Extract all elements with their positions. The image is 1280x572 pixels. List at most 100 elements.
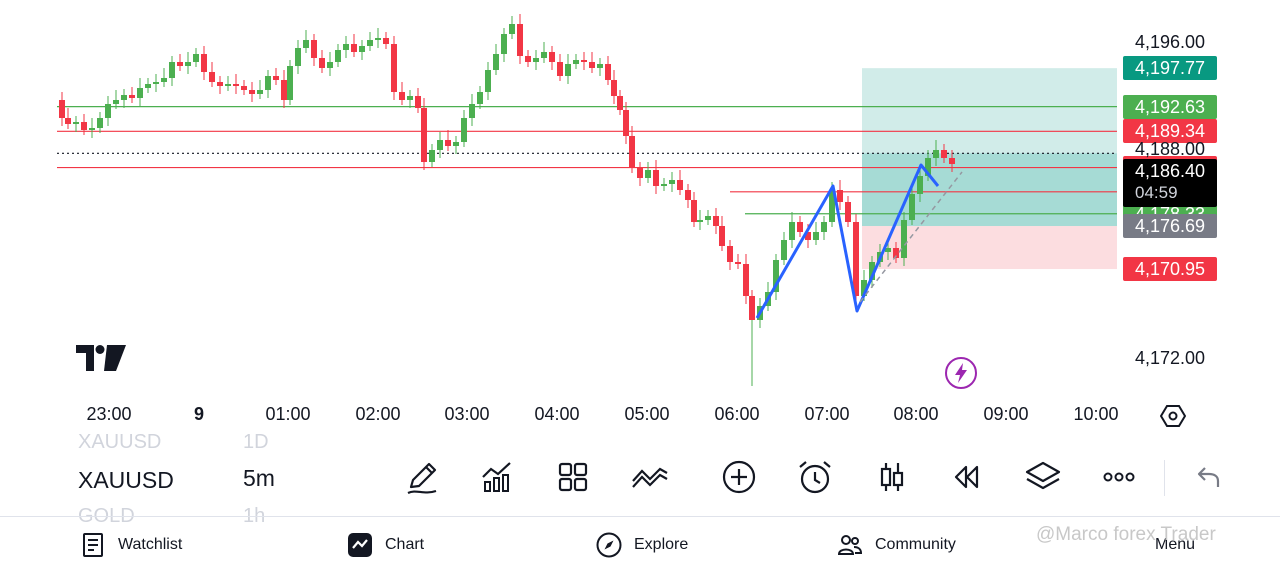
candle-down xyxy=(549,52,555,62)
price-tag-green-line: 4,192.63 xyxy=(1123,94,1217,119)
price-tag-take-profit-level: 4,197.77 xyxy=(1123,56,1217,81)
time-axis-label: 23:00 xyxy=(86,404,132,424)
add-icon[interactable] xyxy=(719,457,759,497)
replay-icon[interactable] xyxy=(946,457,986,497)
candle-down xyxy=(893,248,899,258)
candle-down xyxy=(743,264,749,296)
candle-down xyxy=(241,86,247,90)
lightning-alert-icon[interactable] xyxy=(944,356,978,390)
candle-up xyxy=(533,58,539,62)
candle-down xyxy=(949,158,955,164)
candle-up xyxy=(145,84,151,88)
candle-up xyxy=(375,38,381,40)
candle-down xyxy=(209,72,215,82)
candle-up xyxy=(343,44,349,50)
candle-down xyxy=(273,76,279,80)
candle-down xyxy=(581,60,587,62)
symbol-selector[interactable]: XAUUSD xyxy=(78,467,174,493)
candle-down xyxy=(653,170,659,186)
nav-community-label: Community xyxy=(875,536,956,553)
candle-down xyxy=(351,44,357,52)
candle-down xyxy=(589,62,595,68)
candle-up xyxy=(573,60,579,64)
candle-down xyxy=(941,150,947,158)
candle-up xyxy=(869,262,875,280)
time-axis-label: 02:00 xyxy=(355,404,401,424)
nav-chart[interactable]: Chart xyxy=(347,517,424,572)
drawing-tools-icon[interactable] xyxy=(402,457,442,497)
candle-up xyxy=(773,260,779,292)
candle-down xyxy=(391,44,397,92)
alert-clock-icon[interactable] xyxy=(795,457,835,497)
indicators-icon[interactable] xyxy=(478,457,518,497)
time-axis-label: 07:00 xyxy=(804,404,850,424)
axis-settings-icon[interactable] xyxy=(1159,403,1187,429)
candle-up xyxy=(925,158,931,176)
candle-down xyxy=(617,96,623,110)
candle-up xyxy=(509,24,515,34)
compass-icon xyxy=(596,532,622,558)
layers-icon[interactable] xyxy=(1023,457,1063,497)
candle-down xyxy=(557,62,563,76)
nav-community[interactable]: Community xyxy=(837,517,956,572)
trend-line-dashed xyxy=(859,171,963,303)
candle-up xyxy=(461,118,467,142)
candle-down xyxy=(201,54,207,72)
chart-area[interactable]: 4,197.774,192.634,189.344,184.504,181.26… xyxy=(0,0,1280,427)
compare-icon[interactable] xyxy=(630,457,670,497)
candle-up xyxy=(697,220,703,222)
candle-up xyxy=(781,240,787,260)
candle-up xyxy=(705,216,711,220)
candle-up xyxy=(295,48,301,66)
price-tag-stop-loss-level: 4,170.95 xyxy=(1123,257,1217,282)
candle-up xyxy=(89,128,95,130)
community-icon xyxy=(837,535,863,555)
candle-up xyxy=(885,248,891,252)
bottom-navigation: Watchlist Chart Explore Community Menu xyxy=(0,516,1280,572)
chart-type-icon[interactable] xyxy=(872,457,912,497)
nav-explore[interactable]: Explore xyxy=(596,517,688,572)
toolbar-divider xyxy=(1164,460,1165,496)
nav-watchlist[interactable]: Watchlist xyxy=(80,517,182,572)
time-axis-label: 03:00 xyxy=(444,404,490,424)
candle-up xyxy=(821,222,827,232)
candle-down xyxy=(749,296,755,320)
candle-up xyxy=(437,140,443,150)
candle-down xyxy=(797,222,803,232)
layouts-icon[interactable] xyxy=(553,457,593,497)
timeframe-selector[interactable]: 5m xyxy=(243,465,275,491)
candle-down xyxy=(805,232,811,240)
watchlist-icon xyxy=(83,533,103,557)
candle-up xyxy=(153,82,159,84)
candle-up xyxy=(73,122,79,124)
undo-icon[interactable] xyxy=(1190,457,1230,497)
candle-up xyxy=(477,92,483,104)
candle-up xyxy=(917,176,923,194)
time-axis-label: 05:00 xyxy=(624,404,670,424)
candle-up xyxy=(789,222,795,240)
candle-up xyxy=(287,66,293,100)
candle-down xyxy=(81,122,87,130)
price-axis-label: 4,188.00 xyxy=(1134,139,1206,159)
nav-menu[interactable]: Menu xyxy=(1155,517,1195,572)
nav-chart-label: Chart xyxy=(385,536,425,553)
candle-down xyxy=(233,84,239,86)
watermark: @Marco forex Trader xyxy=(1036,524,1216,545)
candle-up xyxy=(335,50,341,62)
timeframe-prev[interactable]: 1D xyxy=(243,431,269,453)
candle-down xyxy=(177,62,183,66)
symbol-prev[interactable]: XAUUSD xyxy=(78,431,162,453)
candle-down xyxy=(517,24,523,56)
candle-down xyxy=(713,216,719,226)
candle-down xyxy=(59,100,65,118)
candle-up xyxy=(453,142,459,146)
price-chart[interactable] xyxy=(0,0,1280,400)
candle-down xyxy=(319,58,325,68)
candle-up xyxy=(367,40,373,46)
more-icon[interactable] xyxy=(1099,457,1139,497)
time-axis-label: 06:00 xyxy=(714,404,760,424)
price-axis-label: 4,196.00 xyxy=(1134,32,1206,52)
candle-down xyxy=(685,190,691,200)
candle-up xyxy=(813,232,819,240)
candle-up xyxy=(861,280,867,296)
